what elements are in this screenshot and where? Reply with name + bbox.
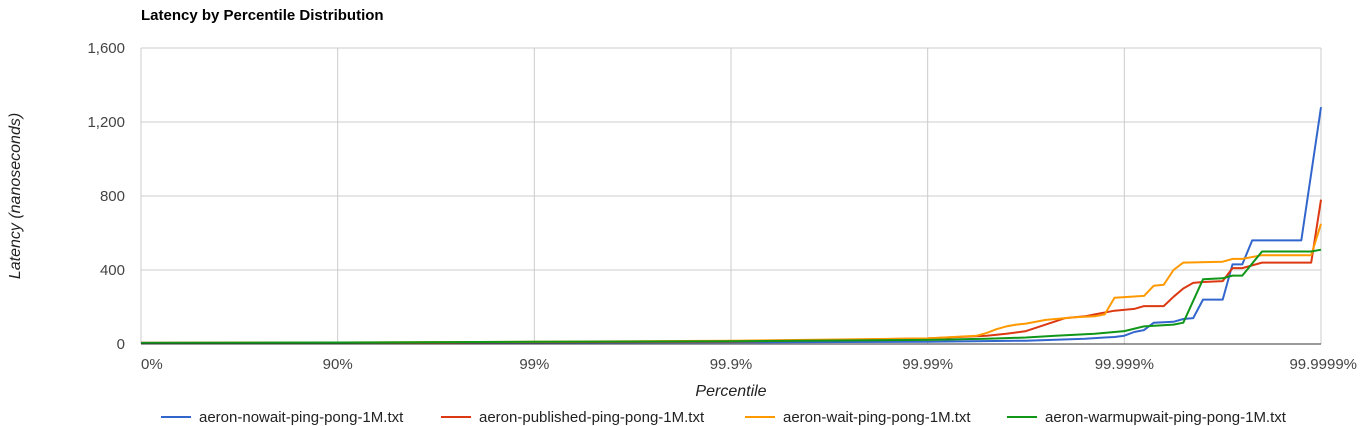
y-tick-label: 1,600: [87, 40, 125, 57]
chart-title: Latency by Percentile Distribution: [141, 7, 384, 24]
series-lines: [140, 107, 1322, 344]
legend-label: aeron-published-ping-pong-1M.txt: [479, 409, 705, 426]
x-tick-label: 90%: [323, 356, 353, 373]
series-line-4: [140, 248, 1322, 344]
y-tick-label: 0: [117, 336, 125, 353]
y-axis-label: Latency (nanoseconds): [7, 113, 24, 279]
legend-item[interactable]: aeron-wait-ping-pong-1M.txt: [745, 409, 971, 426]
legend-item[interactable]: aeron-warmupwait-ping-pong-1M.txt: [1007, 409, 1287, 426]
y-axis-ticks: 0 400 800 1,200 1,600: [87, 40, 125, 353]
x-tick-label: 99%: [519, 356, 549, 373]
legend-item[interactable]: aeron-nowait-ping-pong-1M.txt: [161, 409, 404, 426]
legend-label: aeron-warmupwait-ping-pong-1M.txt: [1045, 409, 1287, 426]
legend: aeron-nowait-ping-pong-1M.txt aeron-publi…: [161, 409, 1287, 426]
x-tick-label: 0%: [141, 356, 163, 373]
x-tick-label: 99.9999%: [1289, 356, 1357, 373]
x-tick-label: 99.99%: [902, 356, 953, 373]
legend-label: aeron-nowait-ping-pong-1M.txt: [199, 409, 404, 426]
x-tick-label: 99.9%: [710, 356, 753, 373]
x-tick-label: 99.999%: [1095, 356, 1154, 373]
series-line-3: [140, 223, 1322, 344]
y-tick-label: 800: [100, 188, 125, 205]
y-tick-label: 1,200: [87, 114, 125, 131]
series-line-1: [141, 107, 1322, 344]
x-axis-label: Percentile: [695, 383, 766, 400]
legend-label: aeron-wait-ping-pong-1M.txt: [783, 409, 971, 426]
y-tick-label: 400: [100, 262, 125, 279]
x-axis-ticks: 0% 90% 99% 99.9% 99.99% 99.999% 99.9999%: [141, 356, 1357, 373]
gridlines: [140, 47, 1322, 345]
legend-item[interactable]: aeron-published-ping-pong-1M.txt: [441, 409, 705, 426]
